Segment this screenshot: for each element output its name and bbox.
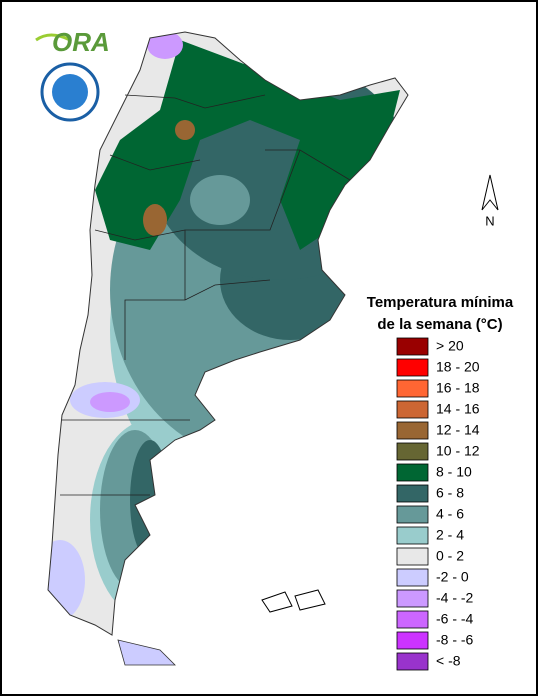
legend-title: de la semana (°C) [377, 316, 502, 333]
legend-swatch [396, 379, 429, 398]
legend-label: 18 - 20 [436, 359, 480, 375]
legend-title: Temperatura mínima [367, 294, 514, 311]
legend-swatch [396, 484, 429, 503]
legend-label: 4 - 6 [436, 506, 464, 522]
legend: Temperatura mínima de la semana (°C) > 20 1… [367, 294, 514, 671]
legend-label: -8 - -6 [436, 632, 474, 648]
legend-swatch [396, 358, 429, 377]
legend-label: -4 - -2 [436, 590, 474, 606]
legend-swatch [396, 442, 429, 461]
compass: N [481, 174, 499, 228]
legend-swatch [396, 463, 429, 482]
legend-swatch [396, 652, 429, 671]
legend-swatch [396, 568, 429, 587]
legend-label: 6 - 8 [436, 485, 464, 501]
legend-label: < -8 [436, 653, 461, 669]
legend-swatch [396, 400, 429, 419]
legend-swatch [396, 505, 429, 524]
legend-swatch [396, 610, 429, 629]
legend-swatch [396, 631, 429, 650]
legend-swatch [396, 589, 429, 608]
legend-label: -2 - 0 [436, 569, 469, 585]
legend-label: 8 - 10 [436, 464, 472, 480]
malvinas [261, 589, 326, 613]
province-borders [60, 94, 351, 496]
legend-swatch [396, 526, 429, 545]
legend-label: 12 - 14 [436, 422, 480, 438]
logo-text: ORA [52, 27, 110, 57]
legend-label: 0 - 2 [436, 548, 464, 564]
legend-label: 2 - 4 [436, 527, 464, 543]
legend-label: 14 - 16 [436, 401, 480, 417]
compass-label: N [485, 213, 494, 228]
logo: ORA [35, 27, 110, 122]
legend-label: > 20 [436, 338, 464, 354]
tierra-del-fuego [117, 639, 176, 666]
legend-label: -6 - -4 [436, 611, 474, 627]
legend-label: 10 - 12 [436, 443, 480, 459]
legend-label: 16 - 18 [436, 380, 480, 396]
country-outline [47, 31, 409, 636]
legend-swatch [396, 421, 429, 440]
legend-swatch [396, 547, 429, 566]
legend-swatch [396, 337, 429, 356]
